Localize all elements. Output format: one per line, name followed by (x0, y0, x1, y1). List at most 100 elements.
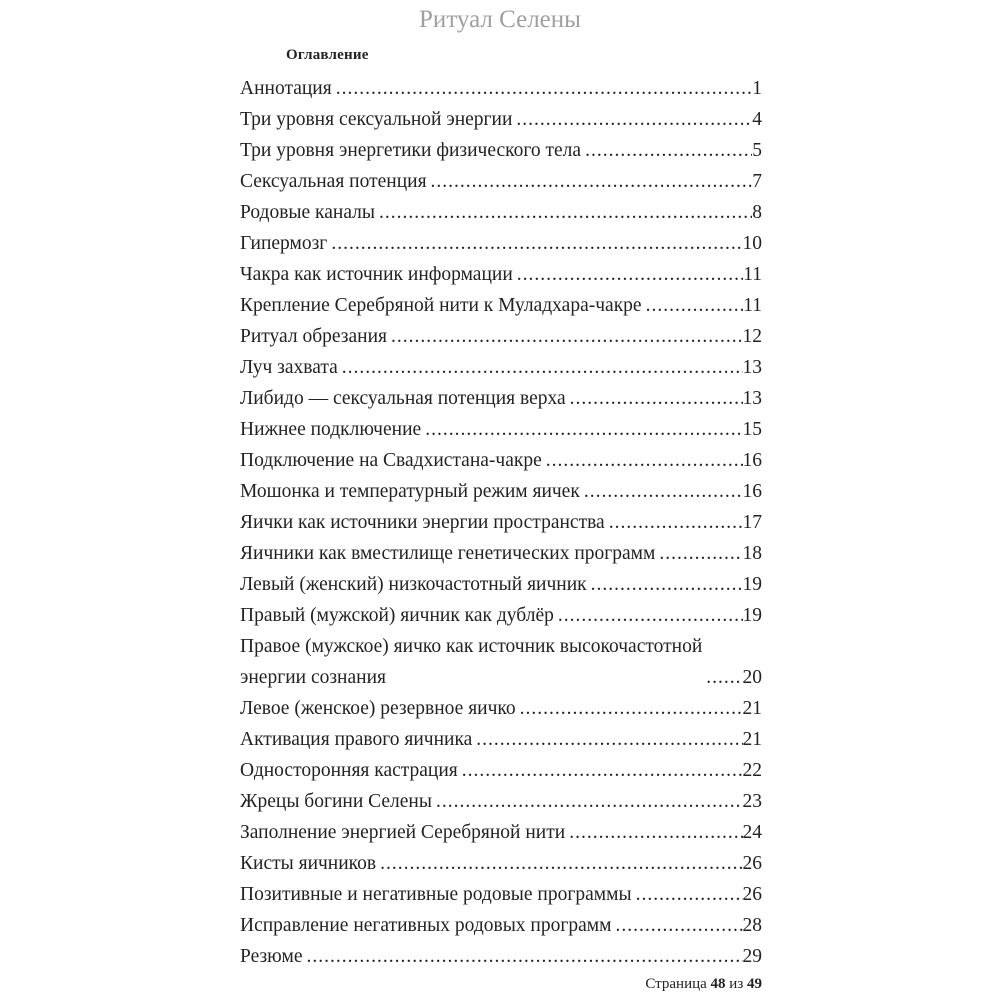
toc-entry[interactable]: Позитивные и негативные родовые программ… (240, 879, 762, 910)
toc-entry-page: 17 (742, 512, 763, 533)
toc-entry[interactable]: Исправление негативных родовых программ … (240, 910, 762, 941)
toc-leader-dots: ........................................… (615, 915, 743, 936)
toc-entry-title: Сексуальная потенция (240, 171, 427, 192)
toc-leader-dots: ........................................… (331, 233, 743, 254)
toc-entry-title: Три уровня сексуальной энергии (240, 109, 513, 130)
toc-entry-page: 13 (742, 388, 763, 409)
toc-content: Оглавление Аннотация ...................… (240, 47, 762, 993)
toc-leader-dots: ........................................… (635, 884, 743, 905)
toc-leader-dots: ........................................… (461, 760, 743, 781)
toc-entry-title: Подключение на Свадхистана-чакре (240, 450, 542, 471)
toc-leader-dots: ........................................… (706, 667, 742, 688)
toc-leader-dots: ........................................… (380, 853, 742, 874)
toc-leader-dots: ........................................… (476, 729, 743, 750)
toc-entry-page: 19 (742, 605, 763, 626)
toc-entry-page: 16 (742, 481, 763, 502)
toc-entry[interactable]: Заполнение энергией Серебряной нити ....… (240, 817, 762, 848)
toc-entry-page: 10 (742, 233, 763, 254)
toc-entry-title: Жрецы богини Селены (240, 791, 432, 812)
toc-entry[interactable]: Аннотация ..............................… (240, 73, 762, 104)
toc-entry[interactable]: Яички как источники энергии пространства… (240, 507, 762, 538)
toc-entry[interactable]: Гипермозг ..............................… (240, 228, 762, 259)
toc-entry-page: 21 (742, 729, 763, 750)
document-title: Ритуал Селены (419, 6, 581, 33)
toc-entry[interactable]: Три уровня сексуальной энергии .........… (240, 104, 762, 135)
toc-entry-page: 15 (742, 419, 763, 440)
footer-current-page: 48 (710, 976, 726, 992)
toc-entry-page: 11 (743, 264, 762, 285)
toc-entry-page: 22 (742, 760, 763, 781)
toc-entry-title: Гипермозг (240, 233, 328, 254)
toc-entry[interactable]: Кисты яичников .........................… (240, 848, 762, 879)
toc-entry[interactable]: Либидо — сексуальная потенция верха ....… (240, 383, 762, 414)
toc-entry[interactable]: Правый (мужской) яичник как дублёр .....… (240, 600, 762, 631)
toc-entry-page: 13 (742, 357, 763, 378)
toc-entry[interactable]: Подключение на Свадхистана-чакре .......… (240, 445, 762, 476)
toc-entry-title: Чакра как источник информации (240, 264, 513, 285)
toc-entry[interactable]: Родовые каналы .........................… (240, 197, 762, 228)
toc-entry-page: 5 (752, 140, 762, 161)
toc-entry[interactable]: Ритуал обрезания .......................… (240, 321, 762, 352)
toc-entry[interactable]: Мошонка и температурный режим яичек ....… (240, 476, 762, 507)
toc-entry-title: Правое (мужское) яичко как источник высо… (240, 636, 703, 688)
footer-of-label: из (729, 976, 744, 992)
toc-entry[interactable]: Левое (женское) резервное яичко ........… (240, 693, 762, 724)
toc-entry-title: Правый (мужской) яичник как дублёр (240, 605, 554, 626)
toc-entry-title: Яичники как вместилище генетических прог… (240, 543, 656, 564)
toc-entry[interactable]: Резюме .................................… (240, 941, 762, 972)
toc-entry-title: Ритуал обрезания (240, 326, 387, 347)
toc-entry-title: Мошонка и температурный режим яичек (240, 481, 580, 502)
toc-entry-page: 26 (742, 884, 763, 905)
toc-entry-page: 20 (742, 667, 763, 688)
toc-leader-dots: ........................................… (516, 109, 752, 130)
toc-leader-dots: ........................................… (435, 791, 743, 812)
toc-entry-page: 21 (742, 698, 763, 719)
toc-entry-title: Родовые каналы (240, 202, 375, 223)
toc-entry[interactable]: Левый (женский) низкочастотный яичник ..… (240, 569, 762, 600)
toc-leader-dots: ........................................… (569, 822, 742, 843)
toc-entry[interactable]: Яичники как вместилище генетических прог… (240, 538, 762, 569)
toc-entry-title: Заполнение энергией Серебряной нити (240, 822, 566, 843)
toc-entry[interactable]: Правое (мужское) яичко как источник высо… (240, 631, 762, 693)
toc-entry-title: Яички как источники энергии пространства (240, 512, 605, 533)
toc-entry-page: 28 (742, 915, 763, 936)
toc-entry[interactable]: Сексуальная потенция ...................… (240, 166, 762, 197)
toc-entry[interactable]: Активация правого яичника ..............… (240, 724, 762, 755)
toc-leader-dots: ........................................… (306, 946, 743, 967)
toc-entry[interactable]: Нижнее подключение .....................… (240, 414, 762, 445)
toc-entry-title: Односторонняя кастрация (240, 760, 458, 781)
toc-leader-dots: ........................................… (659, 543, 742, 564)
toc-entry-title: Либидо — сексуальная потенция верха (240, 388, 566, 409)
toc-entry[interactable]: Жрецы богини Селены ....................… (240, 786, 762, 817)
toc-entry[interactable]: Односторонняя кастрация ................… (240, 755, 762, 786)
toc-entry[interactable]: Крепление Серебряной нити к Муладхара-ча… (240, 290, 762, 321)
toc-entry-title: Луч захвата (240, 357, 338, 378)
toc-entry-page: 7 (752, 171, 762, 192)
toc-entry-title: Позитивные и негативные родовые программ… (240, 884, 632, 905)
toc-leader-dots: ........................................… (516, 264, 743, 285)
toc-leader-dots: ........................................… (390, 326, 743, 347)
toc-leader-dots: ........................................… (645, 295, 744, 316)
toc-entry[interactable]: Три уровня энергетики физического тела .… (240, 135, 762, 166)
toc-entry-title: Аннотация (240, 78, 332, 99)
toc-entry-page: 8 (752, 202, 762, 223)
toc-leader-dots: ........................................… (585, 140, 752, 161)
toc-entry-page: 11 (743, 295, 762, 316)
toc-entry-page: 23 (742, 791, 763, 812)
toc-entry[interactable]: Чакра как источник информации ..........… (240, 259, 762, 290)
toc-entry-page: 24 (742, 822, 763, 843)
toc-leader-dots: ........................................… (590, 574, 743, 595)
toc-entry-title: Резюме (240, 946, 303, 967)
footer-page-label: Страница (645, 976, 707, 992)
toc-entry-title: Левое (женское) резервное яичко (240, 698, 516, 719)
toc-list: Аннотация ..............................… (240, 73, 762, 972)
toc-entry[interactable]: Луч захвата ............................… (240, 352, 762, 383)
toc-leader-dots: ........................................… (583, 481, 743, 502)
toc-entry-title: Кисты яичников (240, 853, 377, 874)
toc-leader-dots: ........................................… (379, 202, 752, 223)
toc-entry-page: 4 (752, 109, 762, 130)
toc-entry-page: 16 (742, 450, 763, 471)
toc-entry-title: Исправление негативных родовых программ (240, 915, 612, 936)
toc-leader-dots: ........................................… (545, 450, 743, 471)
